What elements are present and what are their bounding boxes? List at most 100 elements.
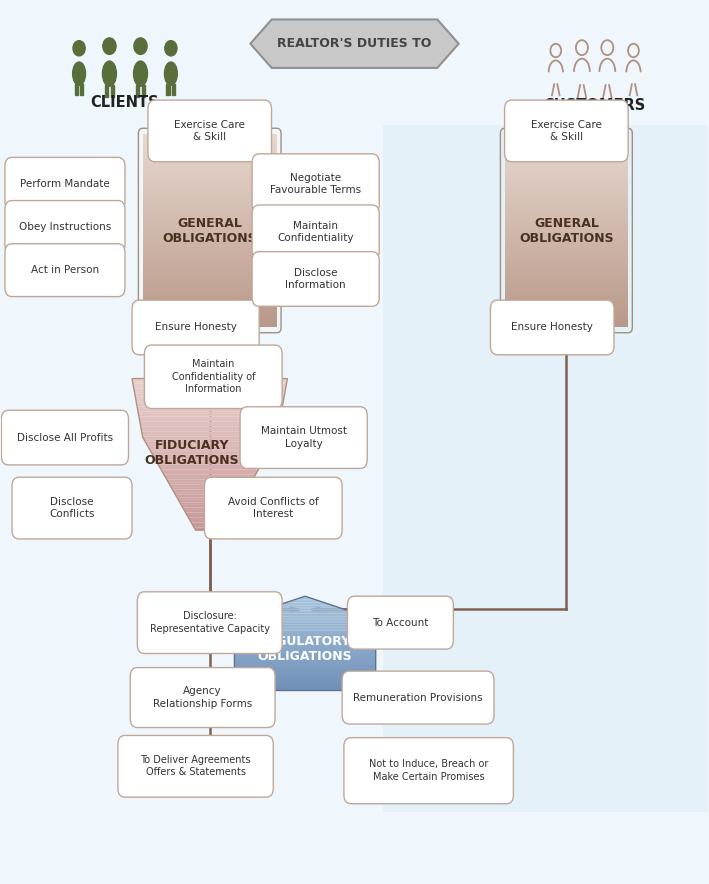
Bar [505, 237, 628, 240]
FancyBboxPatch shape [132, 301, 259, 354]
Polygon shape [138, 414, 281, 416]
Polygon shape [225, 621, 385, 623]
Polygon shape [235, 631, 376, 632]
Text: To Deliver Agreements
Offers & Statements: To Deliver Agreements Offers & Statement… [140, 755, 251, 778]
Bar [143, 299, 277, 301]
Polygon shape [135, 399, 284, 401]
Bar [505, 188, 628, 192]
Polygon shape [216, 624, 394, 626]
Polygon shape [142, 431, 278, 434]
Polygon shape [161, 469, 258, 472]
Text: Disclose All Profits: Disclose All Profits [17, 432, 113, 443]
Polygon shape [286, 601, 324, 603]
Bar [505, 205, 628, 208]
Bar [143, 211, 277, 214]
Text: To Account: To Account [372, 618, 429, 628]
Bar [143, 172, 277, 176]
Bar [505, 211, 628, 214]
Bar [143, 188, 277, 192]
Bar [505, 289, 628, 292]
Bar [505, 282, 628, 286]
Polygon shape [235, 678, 376, 680]
Bar [505, 149, 628, 153]
Bar [143, 272, 277, 276]
Polygon shape [235, 618, 376, 620]
Polygon shape [235, 658, 376, 659]
Polygon shape [281, 603, 328, 604]
Polygon shape [235, 662, 376, 664]
Polygon shape [235, 684, 376, 686]
Bar [505, 315, 628, 317]
Bar [505, 133, 628, 137]
Text: Exercise Care
& Skill: Exercise Care & Skill [174, 119, 245, 142]
Polygon shape [133, 384, 286, 386]
Polygon shape [235, 636, 376, 637]
Bar [505, 286, 628, 289]
Bar [505, 243, 628, 247]
Bar [143, 308, 277, 311]
Bar [505, 159, 628, 163]
Polygon shape [235, 666, 376, 667]
Bar [143, 233, 277, 237]
Bar [505, 227, 628, 231]
FancyBboxPatch shape [5, 201, 125, 254]
Text: Disclose
Conflicts: Disclose Conflicts [49, 497, 95, 519]
Text: Remuneration Provisions: Remuneration Provisions [353, 692, 483, 703]
Polygon shape [160, 467, 260, 469]
Bar [143, 301, 277, 305]
Bar [505, 137, 628, 140]
Bar [505, 317, 628, 321]
Bar [143, 133, 277, 137]
Ellipse shape [164, 62, 177, 85]
Bar [143, 321, 277, 324]
Bar [505, 195, 628, 198]
FancyBboxPatch shape [130, 667, 275, 728]
Text: Maintain
Confidentiality: Maintain Confidentiality [277, 221, 354, 243]
Bar [505, 272, 628, 276]
Bar [505, 221, 628, 224]
Text: Disclose
Information: Disclose Information [285, 268, 346, 290]
Polygon shape [177, 498, 242, 499]
Polygon shape [211, 626, 399, 628]
Polygon shape [301, 596, 310, 598]
Bar [505, 256, 628, 260]
Polygon shape [249, 613, 362, 615]
Bar [143, 156, 277, 159]
FancyArrow shape [135, 85, 140, 96]
FancyBboxPatch shape [145, 345, 282, 408]
Polygon shape [206, 629, 404, 631]
FancyBboxPatch shape [347, 596, 453, 649]
FancyArrow shape [111, 85, 114, 96]
Polygon shape [235, 676, 376, 678]
Bar [143, 315, 277, 317]
Bar [505, 217, 628, 221]
Bar [505, 233, 628, 237]
FancyArrow shape [105, 85, 108, 96]
Polygon shape [144, 439, 276, 442]
Bar [505, 301, 628, 305]
Bar [505, 253, 628, 256]
Polygon shape [140, 427, 279, 429]
Bar [505, 308, 628, 311]
Bar [143, 198, 277, 202]
Polygon shape [157, 462, 263, 464]
Polygon shape [239, 617, 371, 618]
Bar [143, 289, 277, 292]
Bar [143, 311, 277, 315]
Bar [143, 305, 277, 308]
Bar [143, 153, 277, 156]
Bar [505, 311, 628, 315]
Bar [143, 260, 277, 263]
FancyBboxPatch shape [252, 205, 379, 260]
Text: Maintain
Confidentiality of
Information: Maintain Confidentiality of Information [172, 360, 255, 394]
Bar [143, 163, 277, 166]
Bar [143, 147, 277, 149]
Polygon shape [235, 670, 376, 672]
Bar [143, 224, 277, 227]
Polygon shape [235, 659, 376, 660]
Bar [143, 169, 277, 172]
Text: CUSTOMERS: CUSTOMERS [544, 98, 646, 113]
Bar [143, 282, 277, 286]
Bar [143, 263, 277, 266]
Bar [505, 270, 628, 272]
